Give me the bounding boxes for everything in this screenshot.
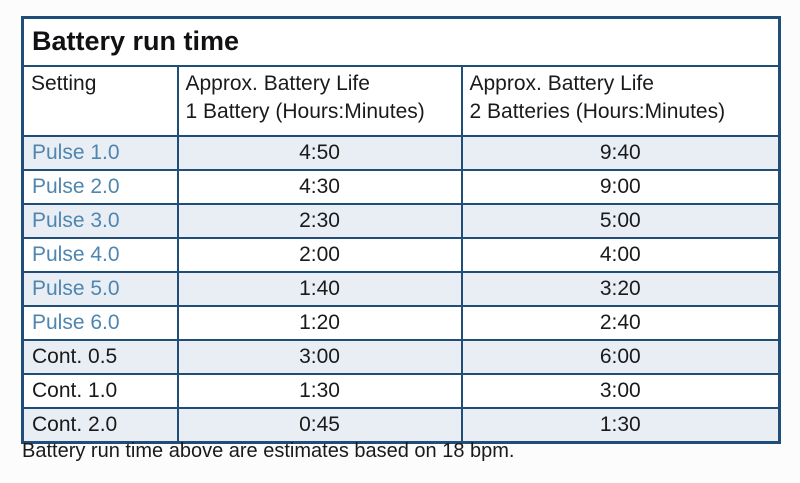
table-title-row: Battery run time: [21, 16, 781, 67]
two-batteries-value: 4:00: [460, 237, 781, 273]
setting-label: Pulse 4.0: [21, 237, 179, 273]
column-header-two-batteries-line1: Approx. Battery Life: [469, 72, 654, 95]
table-row: Cont. 1.0 1:30 3:00: [21, 373, 781, 409]
column-header-one-battery: Approx. Battery Life 1 Battery (Hours:Mi…: [176, 65, 463, 137]
setting-label: Cont. 1.0: [21, 373, 179, 409]
column-header-one-battery-line2: 1 Battery (Hours:Minutes): [185, 100, 425, 123]
setting-label: Cont. 2.0: [21, 407, 179, 444]
setting-label: Pulse 5.0: [21, 271, 179, 307]
table-title: Battery run time: [21, 16, 781, 67]
setting-label: Pulse 2.0: [21, 169, 179, 205]
one-battery-value: 2:00: [176, 237, 463, 273]
two-batteries-value: 9:40: [460, 135, 781, 171]
setting-label: Pulse 1.0: [21, 135, 179, 171]
setting-label: Pulse 3.0: [21, 203, 179, 239]
one-battery-value: 2:30: [176, 203, 463, 239]
table-row: Pulse 4.0 2:00 4:00: [21, 237, 781, 273]
table-row: Pulse 5.0 1:40 3:20: [21, 271, 781, 307]
one-battery-value: 0:45: [176, 407, 463, 444]
two-batteries-value: 5:00: [460, 203, 781, 239]
table-row: Pulse 2.0 4:30 9:00: [21, 169, 781, 205]
table-row: Cont. 0.5 3:00 6:00: [21, 339, 781, 375]
setting-label: Cont. 0.5: [21, 339, 179, 375]
two-batteries-value: 3:20: [460, 271, 781, 307]
two-batteries-value: 1:30: [460, 407, 781, 444]
one-battery-value: 4:50: [176, 135, 463, 171]
column-header-two-batteries: Approx. Battery Life 2 Batteries (Hours:…: [460, 65, 781, 137]
table-row: Pulse 6.0 1:20 2:40: [21, 305, 781, 341]
table-row: Pulse 1.0 4:50 9:40: [21, 135, 781, 171]
table-header-row: Setting Approx. Battery Life 1 Battery (…: [21, 65, 781, 137]
battery-run-time-table: Battery run time Setting Approx. Battery…: [21, 16, 782, 444]
footnote-text: Battery run time above are estimates bas…: [22, 440, 515, 462]
setting-label: Pulse 6.0: [21, 305, 179, 341]
two-batteries-value: 2:40: [460, 305, 781, 341]
one-battery-value: 4:30: [176, 169, 463, 205]
one-battery-value: 1:40: [176, 271, 463, 307]
one-battery-value: 3:00: [176, 339, 463, 375]
one-battery-value: 1:30: [176, 373, 463, 409]
two-batteries-value: 9:00: [460, 169, 781, 205]
table-row: Pulse 3.0 2:30 5:00: [21, 203, 781, 239]
one-battery-value: 1:20: [176, 305, 463, 341]
column-header-one-battery-line1: Approx. Battery Life: [185, 72, 370, 95]
two-batteries-value: 3:00: [460, 373, 781, 409]
two-batteries-value: 6:00: [460, 339, 781, 375]
column-header-setting: Setting: [21, 65, 179, 137]
table-row: Cont. 2.0 0:45 1:30: [21, 407, 781, 444]
column-header-two-batteries-line2: 2 Batteries (Hours:Minutes): [469, 100, 726, 123]
